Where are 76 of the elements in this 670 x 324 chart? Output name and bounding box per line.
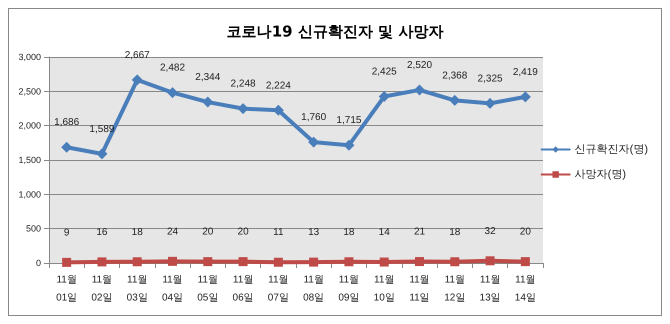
data-label: 2,419	[512, 66, 538, 78]
chart-title: 코로나19 신규확진자 및 사망자	[226, 22, 444, 40]
x-tick-label: 11월 13일	[480, 274, 501, 304]
data-label: 2,482	[160, 62, 186, 74]
y-tick-label: 0	[36, 258, 41, 268]
data-label: 18	[132, 226, 144, 238]
point	[344, 257, 354, 266]
data-label: 13	[308, 227, 320, 238]
point	[168, 256, 177, 266]
data-label: 20	[520, 226, 532, 238]
data-label: 2,368	[442, 70, 468, 82]
data-label: 20	[202, 226, 214, 238]
point	[449, 94, 460, 106]
y-tick-label: 2,000	[18, 120, 41, 131]
y-tick-label: 1,000	[18, 189, 41, 200]
data-label: 16	[96, 226, 108, 238]
x-tick-label: 11월 10일	[374, 274, 395, 304]
data-label: 18	[343, 226, 355, 238]
point	[274, 258, 283, 267]
x-tick-label: 11월 06일	[232, 274, 254, 304]
x-tick-label: 11월 03일	[126, 274, 148, 304]
legend-label: 사망자(명)	[574, 168, 626, 180]
point	[61, 142, 72, 153]
x-tick-label: 11월 11일	[409, 274, 430, 304]
legend-label: 신규확진자(명)	[574, 144, 648, 156]
data-label: 14	[378, 227, 390, 238]
point	[309, 258, 318, 267]
data-label: 1,760	[301, 112, 327, 124]
y-tick-label: 3,000	[18, 52, 41, 62]
point	[378, 90, 390, 102]
point	[380, 258, 389, 267]
point	[96, 148, 108, 160]
data-label: 9	[64, 227, 70, 238]
x-tick-label: 11월 05일	[197, 274, 218, 304]
data-label: 2,325	[478, 73, 504, 84]
point	[62, 258, 72, 267]
point	[414, 84, 425, 96]
x-tick-label: 11월 14일	[514, 274, 536, 304]
point	[238, 257, 248, 266]
x-tick-label: 11월 04일	[162, 274, 184, 304]
point	[450, 257, 460, 266]
point	[132, 74, 143, 86]
point	[520, 257, 530, 266]
y-tick-label: 500	[26, 224, 41, 234]
point	[343, 140, 354, 151]
data-label: 21	[414, 226, 426, 238]
x-tick-label: 11월 09일	[338, 274, 360, 304]
data-label: 24	[166, 226, 178, 238]
data-label: 2,344	[195, 72, 221, 84]
data-label: 2,248	[230, 78, 256, 90]
y-tick-label: 2,500	[18, 86, 41, 96]
data-label: 1,686	[54, 117, 80, 128]
x-tick-label: 11월 08일	[303, 274, 324, 304]
point	[97, 257, 106, 266]
x-tick-label: 11월 02일	[91, 274, 112, 304]
data-label: 1,715	[336, 115, 362, 126]
data-label: 11	[273, 227, 284, 238]
x-tick-label: 11월 01일	[56, 274, 78, 304]
point	[520, 91, 531, 102]
y-tick-label: 1,500	[18, 155, 41, 165]
data-label: 2,224	[266, 80, 292, 92]
point	[415, 257, 424, 266]
point	[203, 257, 212, 266]
point	[202, 96, 214, 108]
data-label: 18	[449, 226, 461, 238]
point	[167, 87, 178, 98]
data-label: 2,425	[372, 66, 398, 78]
point	[486, 256, 495, 266]
x-tick-label: 11월 12일	[444, 274, 466, 304]
x-tick-label: 11월 07일	[268, 274, 289, 304]
point	[484, 98, 496, 109]
data-label: 20	[238, 226, 250, 238]
point	[132, 257, 142, 266]
data-label: 2,520	[406, 60, 432, 71]
data-label: 2,667	[124, 50, 150, 61]
data-label: 32	[484, 226, 496, 237]
